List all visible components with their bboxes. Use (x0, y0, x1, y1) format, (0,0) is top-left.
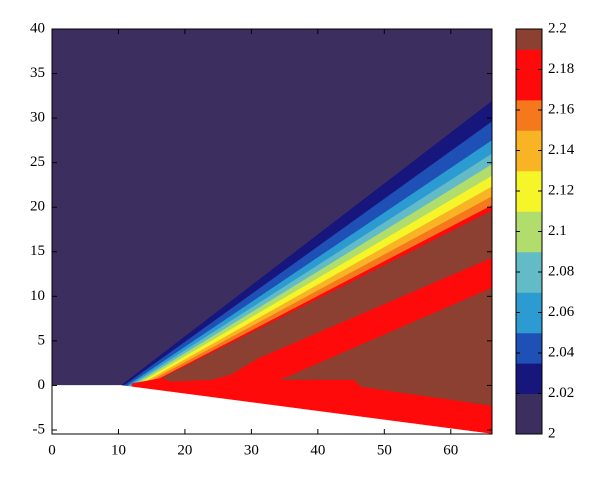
contour-region (131, 257, 492, 434)
colorbar-tick-label: 2.2 (548, 20, 567, 36)
x-tick-label: 50 (377, 442, 392, 458)
y-tick-label: -5 (33, 421, 46, 437)
x-tick-label: 60 (443, 442, 458, 458)
colorbar-tick-label: 2.04 (548, 344, 575, 360)
y-tick-label: 15 (30, 243, 45, 259)
y-tick-label: 35 (30, 65, 45, 81)
colorbar-band (516, 292, 542, 334)
colorbar-band (516, 49, 542, 101)
colorbar-tick-label: 2.12 (548, 182, 574, 198)
colorbar-tick-label: 2.16 (548, 101, 575, 117)
colorbar-tick-label: 2.1 (548, 223, 567, 239)
colorbar-band (516, 29, 542, 50)
colorbar-tick-label: 2.06 (548, 304, 575, 320)
x-tick-label: 30 (244, 442, 259, 458)
colorbar-band (516, 363, 542, 394)
x-tick-label: 0 (48, 442, 56, 458)
x-tick-label: 10 (111, 442, 126, 458)
plot-area (52, 29, 492, 434)
axes-frame (51, 28, 493, 435)
x-tick-label: 20 (177, 442, 192, 458)
colorbar-tick-label: 2 (548, 425, 556, 441)
y-tick-label: 30 (30, 110, 45, 126)
colorbar-band (516, 211, 542, 253)
colorbar-band (516, 332, 542, 364)
colorbar-band (516, 393, 542, 435)
y-tick-label: 5 (38, 332, 46, 348)
y-tick-label: 20 (30, 199, 45, 215)
colorbar-band (516, 130, 542, 172)
colorbar-band (516, 251, 542, 293)
y-tick-label: 10 (30, 288, 45, 304)
colorbar-tick-label: 2.18 (548, 61, 574, 77)
colorbar-tick-label: 2.14 (548, 142, 575, 158)
x-tick-label: 40 (310, 442, 325, 458)
colorbar-tick-label: 2.08 (548, 263, 574, 279)
colorbar-tick-label: 2.02 (548, 385, 574, 401)
colorbar-band (516, 170, 542, 212)
contour-region (52, 385, 492, 434)
y-tick-label: 25 (30, 154, 45, 170)
y-tick-label: 0 (38, 377, 46, 393)
colorbar-band (516, 99, 542, 131)
y-tick-label: 40 (30, 20, 45, 36)
